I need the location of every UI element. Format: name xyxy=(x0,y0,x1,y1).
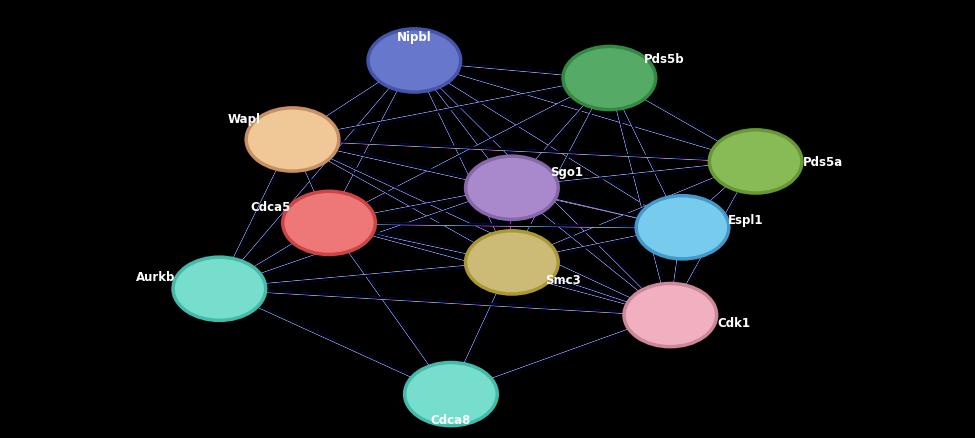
Ellipse shape xyxy=(247,109,339,172)
Text: Espl1: Espl1 xyxy=(728,213,763,226)
Text: Wapl: Wapl xyxy=(227,113,260,126)
Text: Pds5a: Pds5a xyxy=(802,155,842,169)
Ellipse shape xyxy=(710,131,801,194)
Text: Cdk1: Cdk1 xyxy=(718,317,750,330)
Ellipse shape xyxy=(564,47,655,110)
Text: Cdca8: Cdca8 xyxy=(431,413,471,426)
Ellipse shape xyxy=(624,284,717,347)
Text: Pds5b: Pds5b xyxy=(644,53,684,66)
Ellipse shape xyxy=(405,363,497,426)
Text: Nipbl: Nipbl xyxy=(397,31,432,44)
Ellipse shape xyxy=(369,30,460,93)
Ellipse shape xyxy=(466,157,558,220)
Text: Sgo1: Sgo1 xyxy=(550,165,583,178)
Ellipse shape xyxy=(283,192,375,255)
Ellipse shape xyxy=(636,196,729,259)
Text: Aurkb: Aurkb xyxy=(136,270,175,283)
Text: Cdca5: Cdca5 xyxy=(251,200,291,213)
Ellipse shape xyxy=(466,231,558,294)
Text: Smc3: Smc3 xyxy=(545,274,581,287)
Ellipse shape xyxy=(174,258,266,321)
